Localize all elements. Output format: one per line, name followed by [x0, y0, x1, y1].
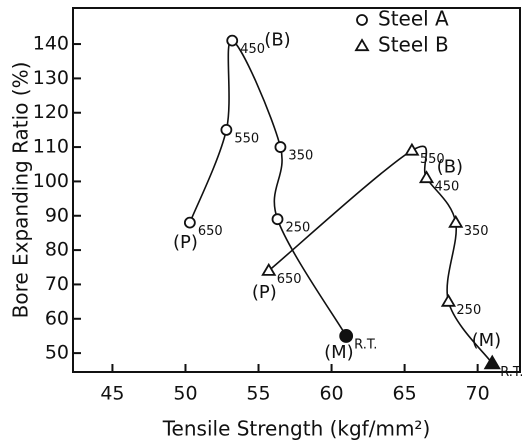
point-label: 350 [288, 149, 313, 164]
y-tick-label: 50 [45, 342, 69, 364]
point [483, 354, 501, 370]
point [271, 213, 284, 226]
annotation: (B) [264, 30, 290, 51]
annotation: (P) [252, 282, 277, 303]
y-tick-label: 120 [33, 101, 69, 123]
x-tick-label: 45 [100, 383, 124, 405]
point [220, 124, 233, 136]
curve [189, 39, 347, 337]
point [418, 170, 435, 184]
point-label: 650 [198, 224, 223, 239]
y-tick-label: 100 [33, 170, 69, 192]
point-label: 250 [286, 221, 311, 236]
y-tick-label: 90 [45, 204, 69, 226]
x-tick-label: 50 [173, 383, 197, 405]
y-tick-label: 140 [33, 33, 69, 55]
point [261, 262, 277, 276]
y-tick-label: 80 [45, 239, 69, 261]
legend-label: Steel B [378, 33, 449, 57]
x-axis-label: Tensile Strength (kgf/mm²) [162, 417, 431, 441]
point [274, 141, 287, 153]
point-label: 450 [240, 42, 265, 57]
y-tick-label: 70 [45, 273, 69, 295]
annotation: (P) [173, 232, 198, 253]
point-label: 550 [234, 131, 259, 146]
legend-marker [354, 38, 370, 52]
point [448, 214, 464, 228]
x-tick-label: 55 [246, 383, 270, 405]
plot-frame [72, 7, 521, 373]
x-tick-label: 65 [393, 383, 417, 405]
point [404, 142, 420, 156]
point-label: 250 [456, 303, 481, 318]
point-label: 650 [277, 272, 302, 287]
point [339, 329, 354, 343]
x-tick-label: 70 [466, 383, 490, 405]
legend-label: Steel A [378, 7, 449, 31]
point [440, 293, 456, 307]
point-label: 450 [435, 179, 460, 194]
y-tick-label: 60 [45, 307, 69, 329]
point-label: 550 [420, 152, 445, 167]
point-label: R.T. [500, 365, 522, 380]
y-axis-label: Bore Expanding Ratio (%) [9, 62, 33, 319]
point-label: R.T. [354, 337, 377, 352]
y-tick-label: 130 [33, 67, 69, 89]
annotation: (B) [437, 157, 463, 178]
point [183, 216, 196, 229]
point-label: 350 [464, 224, 489, 239]
annotation: (M) [324, 342, 354, 363]
x-tick-label: 60 [319, 383, 343, 405]
annotation: (M) [472, 330, 502, 351]
y-tick-label: 110 [33, 136, 69, 158]
legend-marker [356, 14, 368, 26]
point [226, 34, 239, 47]
